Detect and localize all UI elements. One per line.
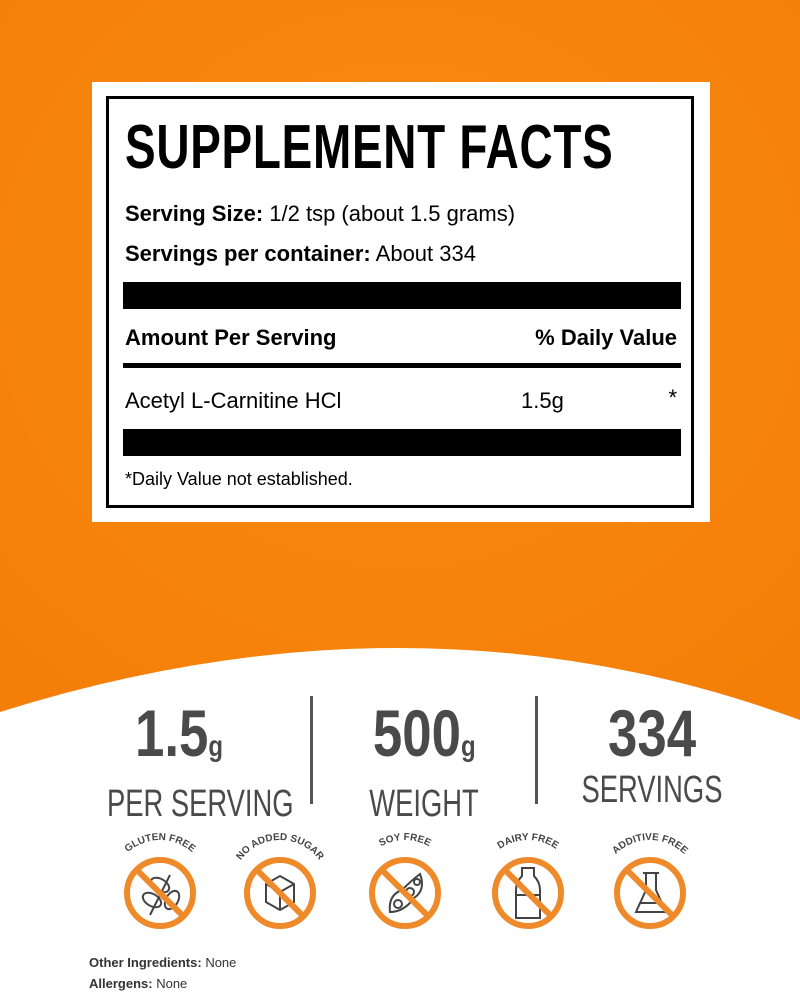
ingredient-dv: *	[668, 385, 677, 410]
supplement-facts-label: SUPPLEMENT FACTS Serving Size: 1/2 tsp (…	[92, 82, 710, 522]
badge-no-added-sugar: NO ADDED SUGAR	[234, 832, 326, 929]
ingredient-name: Acetyl L-Carnitine HCl	[125, 388, 342, 413]
badge-soy-free: SOY FREE	[369, 832, 441, 929]
dv-header: % Daily Value	[535, 325, 677, 350]
thick-divider	[123, 429, 681, 456]
allergens: Allergens: None	[89, 976, 188, 991]
svg-text:GLUTEN FREE: GLUTEN FREE	[123, 832, 198, 855]
amount-header: Amount Per Serving	[125, 325, 337, 350]
serving-size: Serving Size: 1/2 tsp (about 1.5 grams)	[125, 201, 516, 226]
badge-additive-free: ADDITIVE FREE	[610, 832, 690, 929]
ingredient-amount: 1.5g	[521, 388, 564, 413]
stat-divider	[310, 696, 313, 804]
badge-gluten-free: GLUTEN FREE	[123, 832, 198, 929]
svg-text:SOY FREE: SOY FREE	[377, 832, 433, 849]
divider	[123, 363, 681, 368]
thick-divider	[123, 282, 681, 309]
stat-servings: 334 SERVINGS	[581, 696, 723, 811]
soybean-icon	[388, 872, 423, 914]
stat-per-serving: 1.5g PER SERVING	[107, 696, 294, 825]
label-title: SUPPLEMENT FACTS	[125, 113, 614, 182]
stat-weight: 500g WEIGHT	[369, 696, 479, 825]
servings-per-container: Servings per container: About 334	[125, 241, 476, 266]
svg-text:ADDITIVE FREE: ADDITIVE FREE	[610, 832, 689, 857]
other-ingredients: Other Ingredients: None	[89, 955, 237, 970]
svg-text:DAIRY FREE: DAIRY FREE	[496, 832, 561, 852]
badge-dairy-free: DAIRY FREE	[492, 832, 564, 929]
footnote: *Daily Value not established.	[125, 469, 353, 489]
stat-divider	[535, 696, 538, 804]
badges: GLUTEN FREE NO ADDED SUGAR SOY FREE DAIR…	[123, 832, 690, 929]
